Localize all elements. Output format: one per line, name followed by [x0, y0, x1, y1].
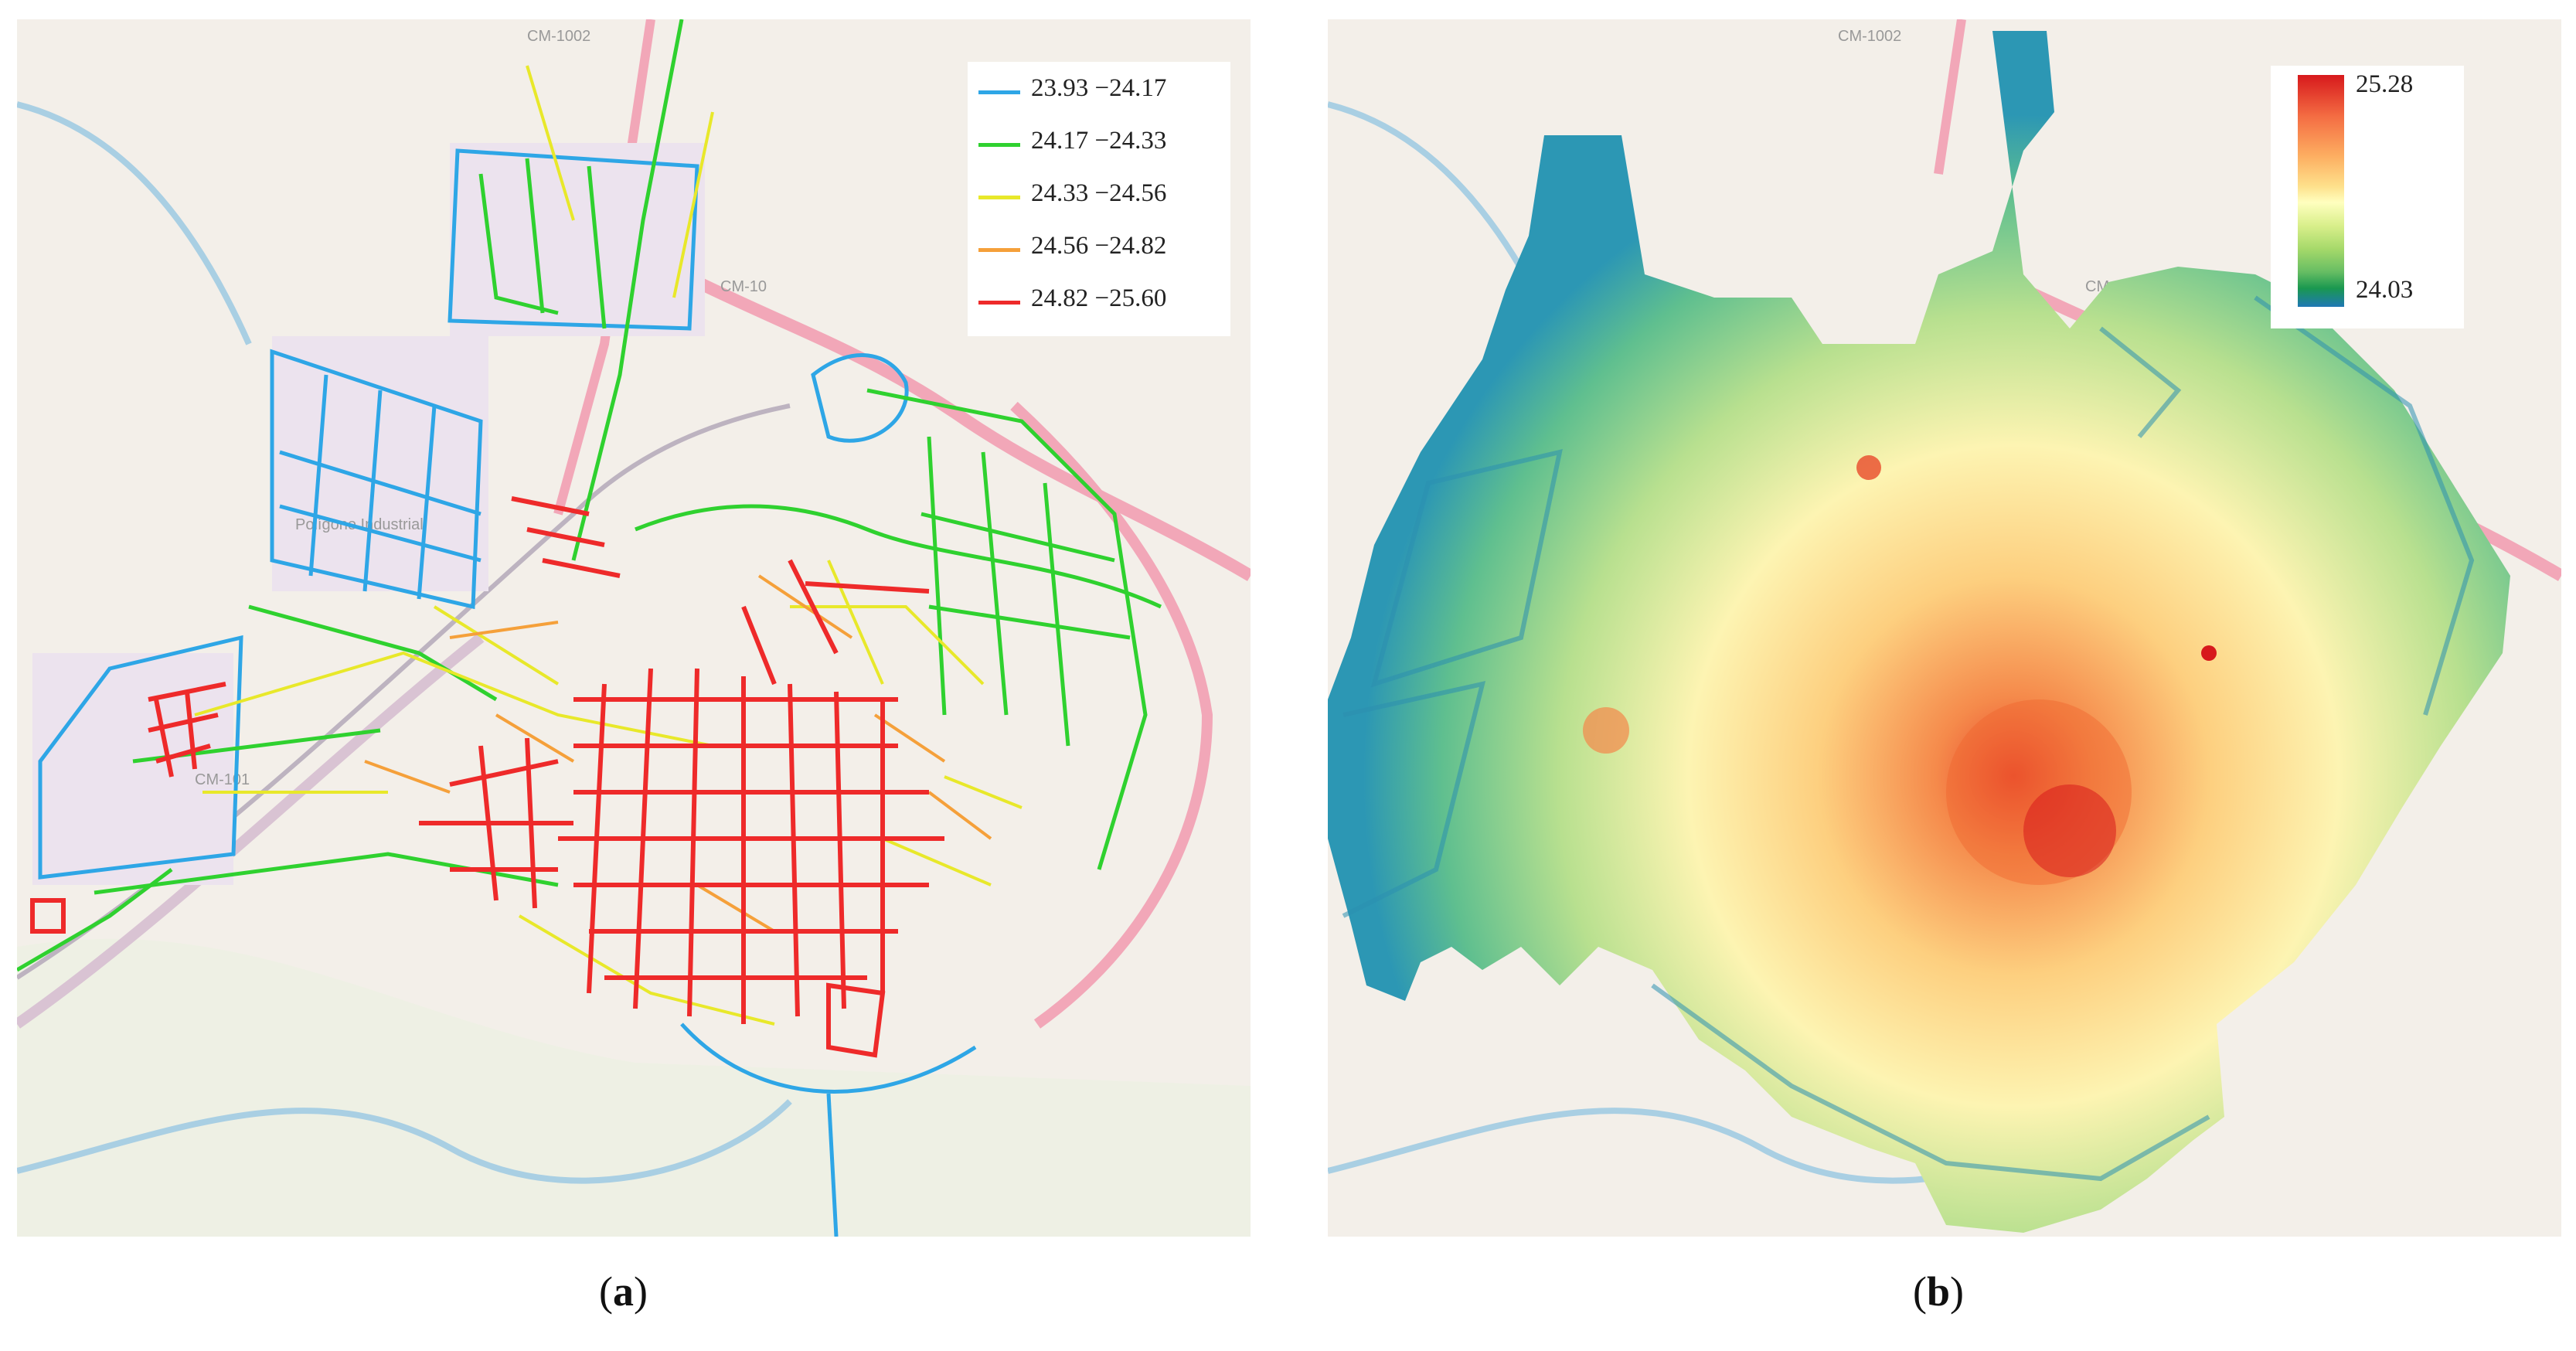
legend-label: 24.56 −24.82 — [1031, 232, 1167, 260]
legend: 23.93 −24.17 24.17 −24.33 24.33 −24.56 2… — [968, 62, 1230, 336]
caption-paren-open: ( — [1913, 1268, 1927, 1315]
caption-paren-close: ) — [633, 1268, 648, 1315]
colorbar-legend: 25.28 24.03 — [2271, 66, 2464, 328]
legend-label: 24.82 −25.60 — [1031, 284, 1167, 312]
legend-swatch — [978, 196, 1020, 199]
legend-item: 24.56 −24.82 — [968, 227, 1230, 274]
caption-letter: b — [1926, 1268, 1951, 1315]
colorbar-min-label: 24.03 — [2356, 276, 2414, 304]
colorbar — [2298, 75, 2344, 307]
legend-item: 24.82 −25.60 — [968, 280, 1230, 326]
industrial-zone-north — [450, 143, 705, 336]
legend-swatch — [978, 143, 1020, 147]
heat-map: CM-1002 CM-10 — [1328, 19, 2561, 1237]
heat-surface — [1328, 31, 2510, 1233]
industrial-zone — [272, 336, 488, 591]
field-area — [17, 938, 1251, 1237]
highway-cm10 — [679, 268, 1251, 581]
legend-swatch — [978, 248, 1020, 252]
colorbar-max-label: 25.28 — [2356, 70, 2414, 98]
roads-red-class — [30, 496, 944, 1058]
label-cm1002: CM-1002 — [1838, 28, 1901, 45]
label-cm10: CM-10 — [720, 278, 767, 295]
caption-letter: a — [612, 1268, 634, 1315]
legend-label: 23.93 −24.17 — [1031, 74, 1167, 102]
legend-swatch — [978, 90, 1020, 94]
caption-a: (a) — [599, 1268, 648, 1315]
label-cm101: CM-101 — [195, 771, 250, 788]
legend-item: 24.17 −24.33 — [968, 122, 1230, 168]
legend-label: 24.17 −24.33 — [1031, 127, 1167, 155]
legend-item: 24.33 −24.56 — [968, 175, 1230, 221]
railway — [17, 633, 485, 1029]
road-north — [1934, 19, 1966, 175]
legend-label: 24.33 −24.56 — [1031, 179, 1167, 207]
legend-item: 23.93 −24.17 — [968, 70, 1230, 116]
legend-swatch — [978, 301, 1020, 305]
roads-blue-class — [38, 148, 977, 1237]
label-cm1002: CM-1002 — [527, 28, 590, 45]
map-panel-b: CM-1002 CM-10 25.28 24.03 — [1328, 19, 2561, 1237]
river — [17, 101, 252, 345]
river-south — [17, 1099, 792, 1184]
heat-cold-streets — [1342, 295, 2475, 1182]
caption-b: (b) — [1913, 1268, 1964, 1315]
caption-paren-close: ) — [1950, 1268, 1965, 1315]
map-panel-a: CM-1002 CM-10 CM-101 Polígono Industrial — [17, 19, 1251, 1237]
roads-green-class — [17, 19, 1162, 972]
roads-yellow-class — [194, 65, 1023, 1026]
roads-orange-class — [364, 574, 992, 933]
caption-paren-open: ( — [599, 1268, 613, 1315]
industrial-zone-west — [32, 653, 233, 885]
heat-hotspots — [1583, 455, 2217, 885]
